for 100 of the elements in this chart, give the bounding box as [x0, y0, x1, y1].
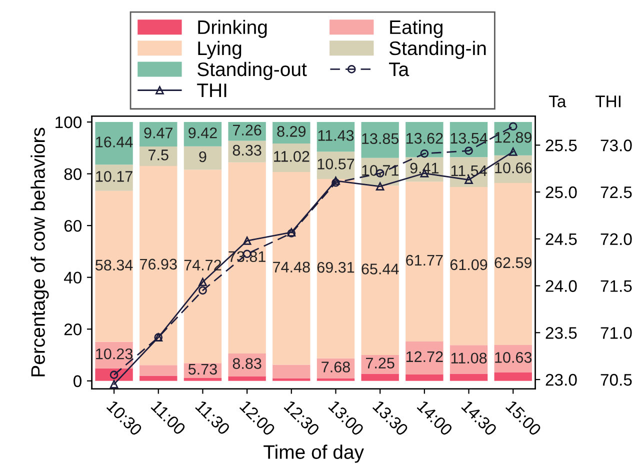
y-tick-label: 80: [64, 168, 82, 180]
point: [242, 236, 252, 245]
bar: [406, 342, 444, 374]
bar: [361, 186, 399, 355]
data-label: 8.33: [232, 144, 262, 156]
data-label: 12.89: [495, 132, 532, 143]
data-label: 13.62: [406, 132, 443, 144]
data-label: 10.17: [96, 171, 132, 182]
data-label: 10.63: [495, 352, 532, 363]
data-label: 16.44: [96, 136, 133, 148]
y2-tick-label: 24.0: [546, 280, 577, 292]
legend-label: Ta: [389, 62, 410, 76]
y2-tick-label: 25.5: [546, 140, 577, 152]
bar: [272, 143, 310, 172]
data-label: 69.31: [317, 262, 354, 273]
bar: [450, 186, 488, 346]
point: [508, 148, 518, 156]
y3-tick-label: 71.5: [600, 280, 632, 292]
y2-tick-label: 25.0: [546, 186, 577, 198]
data-label: 65.44: [362, 264, 399, 274]
y2-axis-title: Ta: [548, 96, 566, 108]
bar: [228, 122, 266, 141]
data-label: 7.5: [148, 150, 168, 160]
bar: [140, 146, 178, 166]
point: [376, 182, 384, 191]
data-label: 61.77: [406, 254, 443, 266]
bar: [228, 376, 266, 381]
bar: [406, 374, 444, 381]
data-label: 10.23: [96, 348, 132, 360]
bar: [140, 166, 178, 366]
bar: [406, 182, 444, 342]
data-label: 13.54: [450, 132, 488, 144]
data-label: 10.66: [495, 162, 532, 174]
data-label: 12.72: [406, 351, 443, 362]
bar: [228, 162, 266, 354]
point: [110, 380, 118, 388]
data-label: 74.48: [273, 262, 310, 273]
data-label: 7.68: [322, 362, 350, 372]
data-label: 9.42: [188, 127, 217, 138]
point: [464, 176, 473, 184]
data-label: 9: [199, 151, 206, 162]
y-tick-label: 60: [64, 220, 82, 232]
bar: [494, 182, 532, 346]
bar: [140, 122, 178, 147]
y3-tick-label: 72.0: [600, 233, 632, 246]
point: [198, 278, 207, 286]
bar: [95, 164, 133, 191]
data-label: 76.93: [140, 258, 177, 270]
data-label: 61.09: [450, 259, 488, 270]
y3-axis-title: THI: [596, 96, 620, 108]
bar: [450, 122, 488, 158]
bar: [361, 122, 399, 158]
bar: [494, 372, 532, 381]
bar: [272, 378, 310, 381]
data-label: 10.57: [318, 158, 354, 170]
y2-tick-label: 23.0: [546, 374, 577, 386]
legend-label: Eating: [390, 20, 442, 38]
legend-label: THI: [197, 84, 226, 98]
bar: [95, 122, 133, 165]
data-label: 9.41: [410, 162, 439, 174]
point: [420, 149, 429, 158]
bar: [450, 374, 488, 381]
data-label: 8.29: [277, 126, 306, 137]
data-label: 58.34: [96, 260, 133, 271]
bar: [184, 146, 222, 170]
y3-tick-label: 71.0: [600, 327, 632, 339]
point: [110, 370, 118, 380]
bar: [184, 378, 222, 381]
bar: [140, 365, 178, 376]
y3-tick-label: 73.0: [600, 140, 632, 152]
bar: [361, 354, 399, 374]
y-tick-label: 0: [74, 375, 82, 388]
data-label: 5.73: [188, 364, 217, 375]
data-label: 11.43: [318, 130, 354, 141]
data-label: 11.02: [274, 151, 310, 162]
x-axis-title: Time of day: [264, 444, 364, 463]
point: [508, 122, 518, 131]
bar: [272, 172, 310, 365]
bar: [316, 378, 355, 381]
data-label: 9.47: [144, 128, 172, 138]
legend-label: Standing-in: [389, 40, 486, 60]
bar: [184, 122, 222, 146]
data-label: 8.83: [232, 358, 262, 369]
data-label: 7.25: [366, 358, 394, 368]
bar: [316, 178, 355, 358]
bar: [184, 170, 222, 364]
point: [464, 146, 473, 155]
y-tick-label: 100: [56, 116, 82, 128]
y-tick-label: 20: [64, 324, 82, 336]
y2-tick-label: 23.5: [546, 327, 577, 339]
data-label: 7.26: [232, 124, 262, 136]
bar: [361, 374, 399, 381]
data-label: 11.08: [451, 352, 487, 364]
legend-label: Drinking: [198, 20, 267, 38]
y3-tick-label: 72.5: [600, 186, 632, 198]
data-label: 74.72: [184, 260, 222, 270]
point: [198, 286, 207, 295]
data-label: 62.59: [494, 257, 532, 268]
y-tick-label: 40: [64, 272, 82, 284]
legend-label: Standing-out: [198, 62, 307, 80]
